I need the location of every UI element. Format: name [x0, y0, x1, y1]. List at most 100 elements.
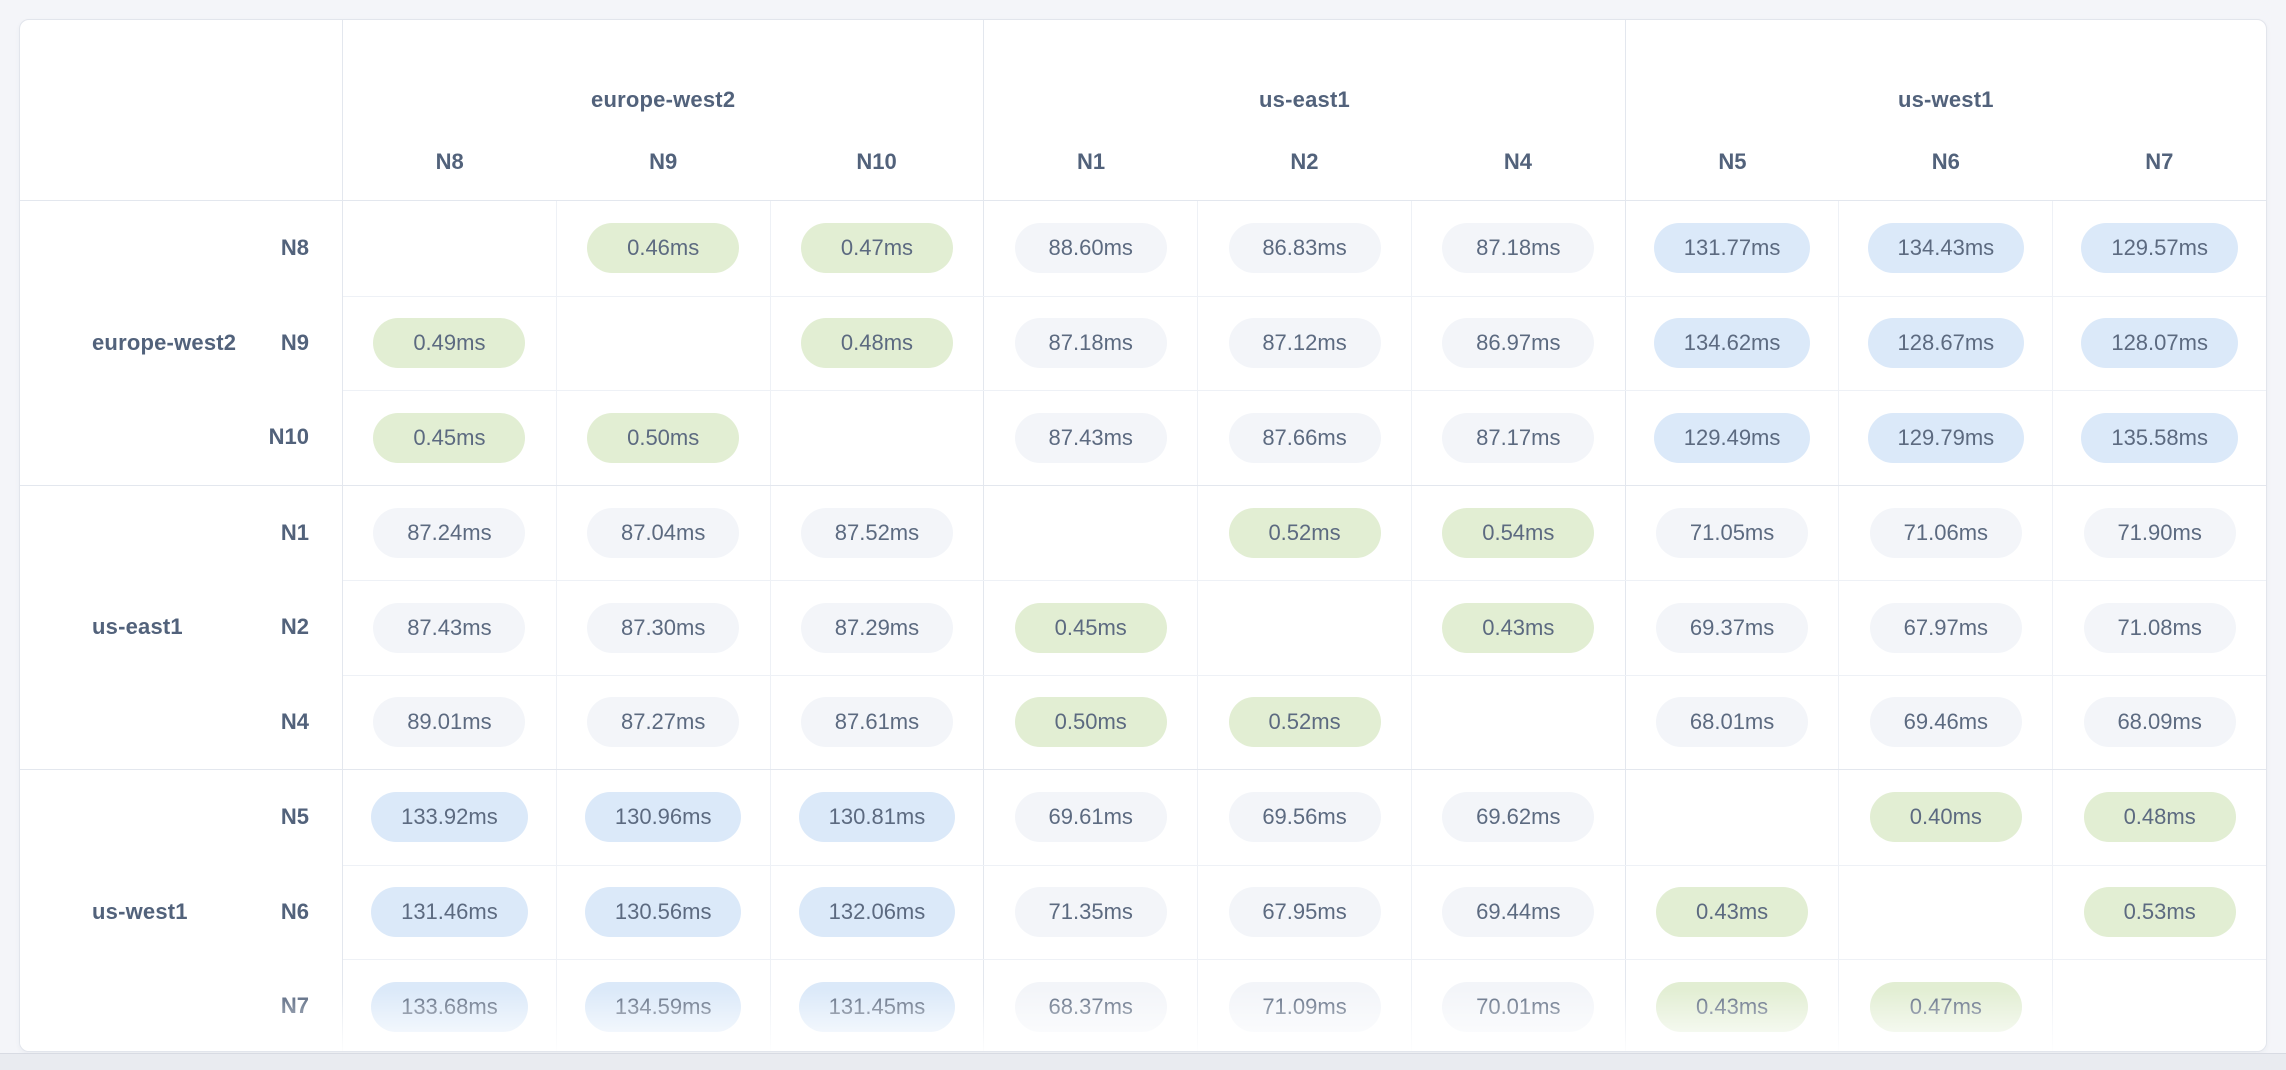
row-node-label: N6 [280, 898, 309, 924]
latency-pill[interactable]: 0.50ms [587, 412, 740, 463]
latency-cell: 87.43ms [983, 391, 1197, 485]
latency-pill[interactable]: 69.37ms [1656, 602, 1809, 653]
latency-pill[interactable]: 0.45ms [1014, 602, 1167, 653]
latency-pill[interactable]: 87.30ms [587, 602, 740, 653]
latency-pill[interactable]: 87.29ms [800, 602, 953, 653]
latency-cell: 133.92ms [343, 770, 556, 865]
latency-pill[interactable]: 87.27ms [587, 697, 740, 748]
latency-pill[interactable]: 71.35ms [1014, 887, 1167, 938]
horizontal-scrollbar-track[interactable] [0, 1053, 2286, 1070]
latency-cell: 128.07ms [2052, 296, 2266, 390]
latency-pill[interactable]: 69.56ms [1228, 792, 1381, 843]
latency-cell: 87.17ms [1410, 391, 1625, 485]
latency-pill[interactable]: 0.40ms [1869, 792, 2022, 843]
latency-pill[interactable]: 69.61ms [1014, 792, 1167, 843]
column-node-label: N8 [435, 149, 464, 174]
latency-pill[interactable]: 0.48ms [800, 318, 953, 369]
latency-pill[interactable]: 87.43ms [373, 602, 526, 653]
latency-pill[interactable]: 71.05ms [1656, 507, 1809, 558]
latency-pill[interactable]: 129.79ms [1867, 412, 2025, 463]
latency-pill[interactable]: 134.59ms [584, 981, 742, 1032]
latency-pill[interactable]: 0.53ms [2083, 887, 2236, 938]
latency-pill[interactable]: 131.45ms [798, 981, 956, 1032]
latency-pill[interactable]: 129.49ms [1653, 412, 1811, 463]
latency-pill[interactable]: 0.50ms [1014, 697, 1167, 748]
latency-pill[interactable]: 130.96ms [584, 792, 742, 843]
self-latency-cell [2052, 960, 2266, 1051]
latency-pill[interactable]: 130.81ms [798, 792, 956, 843]
latency-cell: 68.09ms [2052, 675, 2266, 769]
latency-pill[interactable]: 86.97ms [1442, 318, 1595, 369]
latency-pill[interactable]: 0.45ms [373, 412, 526, 463]
latency-pill[interactable]: 87.61ms [800, 697, 953, 748]
latency-cell: 87.29ms [769, 581, 984, 675]
latency-pill[interactable]: 131.77ms [1653, 223, 1811, 274]
latency-pill[interactable]: 67.97ms [1869, 602, 2022, 653]
latency-pill[interactable]: 88.60ms [1014, 223, 1167, 274]
latency-pill[interactable]: 89.01ms [373, 697, 526, 748]
latency-cell: 69.44ms [1410, 865, 1625, 959]
latency-pill[interactable]: 87.04ms [587, 507, 740, 558]
latency-cell: 0.43ms [1624, 960, 1839, 1051]
latency-cell: 130.81ms [769, 770, 984, 865]
latency-pill[interactable]: 131.46ms [371, 887, 528, 938]
latency-pill[interactable]: 0.52ms [1228, 697, 1381, 748]
latency-cell: 134.43ms [1838, 201, 2052, 296]
latency-pill[interactable]: 68.37ms [1014, 981, 1167, 1032]
latency-pill[interactable]: 67.95ms [1228, 887, 1381, 938]
latency-pill[interactable]: 71.90ms [2083, 507, 2236, 558]
latency-pill[interactable]: 133.92ms [371, 792, 528, 843]
latency-cell: 68.37ms [983, 960, 1197, 1051]
latency-pill[interactable]: 69.62ms [1442, 792, 1595, 843]
row-group-us-west1: us-west1 N5 N6 N7 133.92ms 130.96ms 130.81ms 69… [20, 769, 2266, 1051]
latency-pill[interactable]: 71.06ms [1869, 507, 2022, 558]
row-group-europe-west2: europe-west2 N8 N9 N10 0.46ms 0.47ms 88.60ms 86… [20, 200, 2266, 485]
latency-cell: 88.60ms [983, 201, 1197, 296]
latency-pill[interactable]: 86.83ms [1228, 223, 1381, 274]
latency-pill[interactable]: 71.08ms [2083, 602, 2236, 653]
latency-pill[interactable]: 87.18ms [1442, 223, 1595, 274]
latency-cell: 0.40ms [1838, 770, 2052, 865]
latency-pill[interactable]: 132.06ms [798, 887, 956, 938]
latency-pill[interactable]: 129.57ms [2081, 223, 2238, 274]
latency-pill[interactable]: 0.43ms [1656, 981, 1809, 1032]
latency-cell: 0.48ms [2052, 770, 2266, 865]
latency-pill[interactable]: 0.47ms [1869, 981, 2022, 1032]
self-latency-cell [343, 201, 556, 296]
latency-pill[interactable]: 87.12ms [1228, 318, 1381, 369]
latency-pill[interactable]: 87.66ms [1228, 412, 1381, 463]
latency-pill[interactable]: 0.54ms [1442, 507, 1595, 558]
latency-pill[interactable]: 0.52ms [1228, 507, 1381, 558]
latency-pill[interactable]: 0.43ms [1442, 602, 1595, 653]
latency-pill[interactable]: 69.46ms [1869, 697, 2022, 748]
latency-cell: 0.47ms [769, 201, 984, 296]
latency-pill[interactable]: 87.43ms [1014, 412, 1167, 463]
latency-pill[interactable]: 0.49ms [373, 318, 526, 369]
row-node-label: N5 [280, 804, 309, 830]
latency-cell: 0.52ms [1197, 485, 1411, 580]
latency-cell: 70.01ms [1410, 960, 1625, 1051]
row-node-label: N9 [280, 329, 309, 355]
latency-pill[interactable]: 128.67ms [1867, 318, 2025, 369]
latency-pill[interactable]: 87.24ms [373, 507, 526, 558]
latency-pill[interactable]: 0.43ms [1656, 887, 1809, 938]
latency-pill[interactable]: 87.52ms [800, 507, 953, 558]
latency-pill[interactable]: 130.56ms [584, 887, 742, 938]
matrix-row: 133.92ms 130.96ms 130.81ms 69.61ms 69.56ms 69… [343, 770, 2266, 865]
latency-pill[interactable]: 0.48ms [2083, 792, 2236, 843]
latency-pill[interactable]: 68.09ms [2083, 697, 2236, 748]
latency-pill[interactable]: 135.58ms [2081, 412, 2238, 463]
latency-pill[interactable]: 69.44ms [1442, 887, 1595, 938]
latency-pill[interactable]: 134.62ms [1653, 318, 1811, 369]
latency-pill[interactable]: 70.01ms [1442, 981, 1595, 1032]
latency-pill[interactable]: 134.43ms [1867, 223, 2025, 274]
latency-pill[interactable]: 87.17ms [1442, 412, 1595, 463]
latency-pill[interactable]: 128.07ms [2081, 318, 2238, 369]
latency-pill[interactable]: 87.18ms [1014, 318, 1167, 369]
latency-cell: 0.43ms [1410, 581, 1625, 675]
latency-pill[interactable]: 71.09ms [1228, 981, 1381, 1032]
latency-pill[interactable]: 68.01ms [1656, 697, 1809, 748]
latency-pill[interactable]: 0.46ms [587, 223, 740, 274]
latency-pill[interactable]: 133.68ms [371, 981, 528, 1032]
latency-pill[interactable]: 0.47ms [800, 223, 953, 274]
